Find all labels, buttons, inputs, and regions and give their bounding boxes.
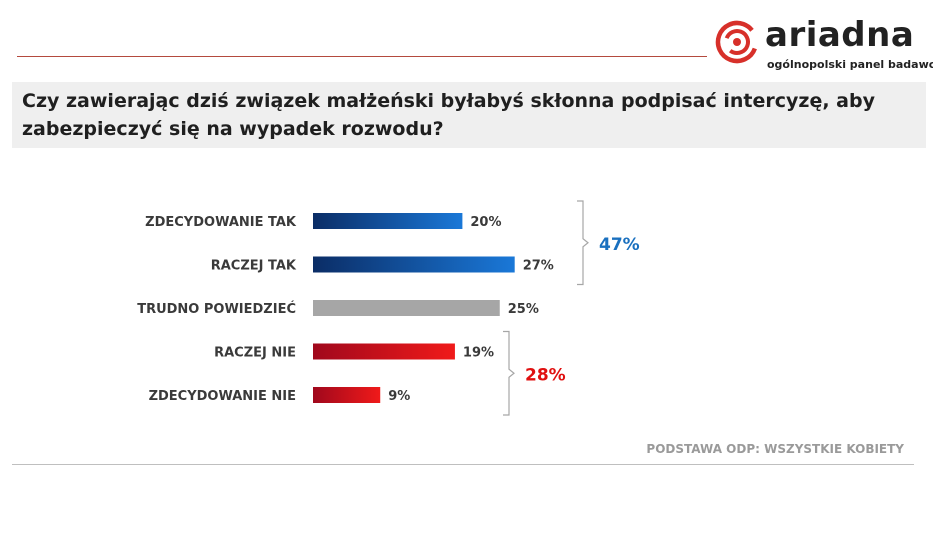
survey-question: Czy zawierając dziś związek małżeński by…	[22, 90, 875, 140]
category-label: ZDECYDOWANIE NIE	[149, 389, 296, 404]
bar-5	[313, 387, 381, 403]
brand-tagline: ogólnopolski panel badawczy	[767, 58, 933, 71]
summary-total: 47%	[599, 235, 640, 255]
category-label: ZDECYDOWANIE TAK	[145, 215, 297, 230]
value-label: 19%	[463, 346, 494, 361]
value-label: 9%	[388, 389, 410, 404]
bar-3	[313, 300, 500, 316]
bar-2	[313, 256, 515, 273]
summary-bracket	[577, 200, 589, 286]
summary-total: 28%	[525, 365, 566, 385]
sample-base-note: PODSTAWA ODP: WSZYSTKIE KOBIETY	[646, 442, 904, 456]
bar-4	[313, 343, 455, 360]
category-label: TRUDNO POWIEDZIEĆ	[137, 301, 296, 317]
value-label: 27%	[523, 259, 554, 274]
header-rule	[17, 56, 707, 57]
summary-bracket	[503, 330, 515, 416]
footer-rule	[12, 464, 914, 465]
bar-1	[313, 213, 463, 229]
value-label: 20%	[470, 215, 501, 230]
brand-name: ariadna	[765, 15, 915, 55]
ariadna-logo: ariadna ogólnopolski panel badawczy	[715, 15, 933, 72]
category-label: RACZEJ TAK	[211, 259, 297, 274]
value-label: 25%	[508, 302, 539, 317]
question-band: Czy zawierając dziś związek małżeński by…	[12, 82, 926, 148]
spiral-logo-icon	[715, 20, 759, 64]
category-label: RACZEJ NIE	[214, 346, 296, 361]
